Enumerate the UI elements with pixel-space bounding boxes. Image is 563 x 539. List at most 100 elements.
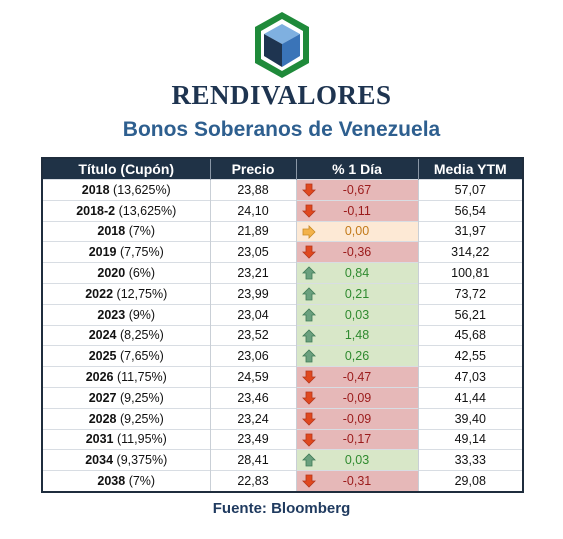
bond-year: 2019 <box>88 245 117 260</box>
ytm-cell: 47,03 <box>417 366 523 388</box>
ytm-cell: 42,55 <box>417 345 523 367</box>
price-cell: 23,49 <box>209 428 296 450</box>
change-value: 0,00 <box>344 224 370 239</box>
price-cell: 24,59 <box>209 366 296 388</box>
bond-coupon: (11,75%) <box>117 370 167 385</box>
table-row: 2018 (13,625%) 23,88 -0,67 57,07 <box>42 179 523 201</box>
ytm-cell: 49,14 <box>417 428 523 450</box>
bond-title-cell: 2027 (9,25%) <box>42 386 210 409</box>
ytm-cell: 29,08 <box>417 470 523 492</box>
table-header-row: Título (Cupón) Precio % 1 Día Media YTM <box>42 158 523 180</box>
column-header-change: % 1 Día <box>295 158 418 180</box>
price-cell: 23,05 <box>209 241 296 263</box>
bond-year: 2022 <box>85 286 114 301</box>
change-cell: -0,31 <box>295 470 418 492</box>
bond-title-cell: 2018 (7%) <box>42 220 210 242</box>
change-value: -0,11 <box>343 203 371 218</box>
change-value: -0,09 <box>342 411 372 426</box>
price-cell: 22,83 <box>209 470 296 492</box>
price-cell: 23,04 <box>209 303 296 326</box>
price-cell: 23,88 <box>209 179 296 201</box>
bond-title-cell: 2023 (9%) <box>42 303 210 326</box>
change-cell: 0,84 <box>295 262 418 284</box>
bond-coupon: (13,625%) <box>113 182 171 197</box>
price-cell: 23,52 <box>209 324 296 346</box>
table-row: 2031 (11,95%) 23,49 -0,17 49,14 <box>42 428 523 450</box>
change-value: 0,84 <box>344 266 370 281</box>
table-row: 2022 (12,75%) 23,99 0,21 73,72 <box>42 282 523 305</box>
page-title: Bonos Soberanos de Venezuela <box>122 118 441 141</box>
table-row: 2034 (9,375%) 28,41 0,03 33,33 <box>42 449 523 471</box>
table-row: 2025 (7,65%) 23,06 0,26 42,55 <box>42 345 523 367</box>
price-cell: 23,06 <box>209 345 296 367</box>
bond-coupon: (11,95%) <box>117 432 167 447</box>
change-cell: 0,21 <box>295 282 418 305</box>
ytm-cell: 33,33 <box>417 449 523 471</box>
table-row: 2024 (8,25%) 23,52 1,48 45,68 <box>42 324 523 346</box>
change-cell: 0,03 <box>295 303 418 326</box>
column-header-price: Precio <box>209 158 296 180</box>
change-cell: 1,48 <box>295 324 418 346</box>
bond-coupon: (8,25%) <box>120 328 164 343</box>
price-cell: 23,99 <box>209 282 296 305</box>
bond-year: 2024 <box>88 328 117 343</box>
change-value: 0,26 <box>344 349 370 364</box>
price-cell: 21,89 <box>209 220 296 242</box>
ytm-cell: 39,40 <box>417 407 523 430</box>
bond-title-cell: 2024 (8,25%) <box>42 324 210 346</box>
bond-title-cell: 2020 (6%) <box>42 262 210 284</box>
change-value: 0,21 <box>344 286 370 301</box>
bond-coupon: (6%) <box>128 266 156 281</box>
bond-coupon: (9,25%) <box>120 390 164 405</box>
table-row: 2026 (11,75%) 24,59 -0,47 47,03 <box>42 366 523 388</box>
bond-year: 2025 <box>88 349 117 364</box>
change-value: -0,31 <box>342 474 372 489</box>
bond-title-cell: 2019 (7,75%) <box>42 241 210 263</box>
bond-title-cell: 2018-2 (13,625%) <box>42 199 210 222</box>
price-cell: 23,21 <box>209 262 296 284</box>
change-cell: 0,26 <box>295 345 418 367</box>
change-value: -0,67 <box>342 182 372 197</box>
bond-title-cell: 2026 (11,75%) <box>42 366 210 388</box>
table-row: 2023 (9%) 23,04 0,03 56,21 <box>42 303 523 326</box>
bond-year: 2038 <box>97 474 126 489</box>
bond-year: 2031 <box>85 432 114 447</box>
change-cell: -0,36 <box>295 241 418 263</box>
bond-title-cell: 2034 (9,375%) <box>42 449 210 471</box>
price-cell: 28,41 <box>209 449 296 471</box>
bond-coupon: (9,25%) <box>120 411 164 426</box>
change-value: -0,47 <box>342 370 372 385</box>
bond-year: 2018 <box>97 224 126 239</box>
table-row: 2038 (7%) 22,83 -0,31 29,08 <box>42 470 523 492</box>
bond-year: 2028 <box>88 411 117 426</box>
column-header-title: Título (Cupón) <box>42 158 210 180</box>
price-cell: 23,24 <box>209 407 296 430</box>
source-note: Fuente: Bloomberg <box>212 500 351 517</box>
change-value: -0,09 <box>342 390 372 405</box>
change-cell: 0,03 <box>295 449 418 471</box>
change-value: -0,17 <box>342 432 372 447</box>
ytm-cell: 56,54 <box>417 199 523 222</box>
bond-title-cell: 2038 (7%) <box>42 470 210 492</box>
bond-coupon: (7,75%) <box>120 245 164 260</box>
bond-coupon: (13,625%) <box>118 203 177 218</box>
bond-coupon: (7%) <box>128 224 156 239</box>
bond-title-cell: 2018 (13,625%) <box>42 179 210 201</box>
cube-hexagon-logo-icon <box>255 12 309 78</box>
price-cell: 24,10 <box>209 199 296 222</box>
bond-year: 2020 <box>97 266 126 281</box>
change-cell: -0,09 <box>295 407 418 430</box>
change-value: 0,03 <box>344 453 370 468</box>
bond-year: 2027 <box>88 390 117 405</box>
ytm-cell: 41,44 <box>417 386 523 409</box>
column-header-ytm: Media YTM <box>417 158 523 180</box>
bond-coupon: (9%) <box>128 307 156 322</box>
bond-year: 2018 <box>81 182 110 197</box>
change-cell: -0,17 <box>295 428 418 450</box>
bond-year: 2023 <box>97 307 126 322</box>
bond-title-cell: 2022 (12,75%) <box>42 282 210 305</box>
bonds-table: Título (Cupón) Precio % 1 Día Media YTM … <box>41 157 524 493</box>
change-cell: -0,67 <box>295 179 418 201</box>
price-cell: 23,46 <box>209 386 296 409</box>
change-cell: 0,00 <box>295 220 418 242</box>
